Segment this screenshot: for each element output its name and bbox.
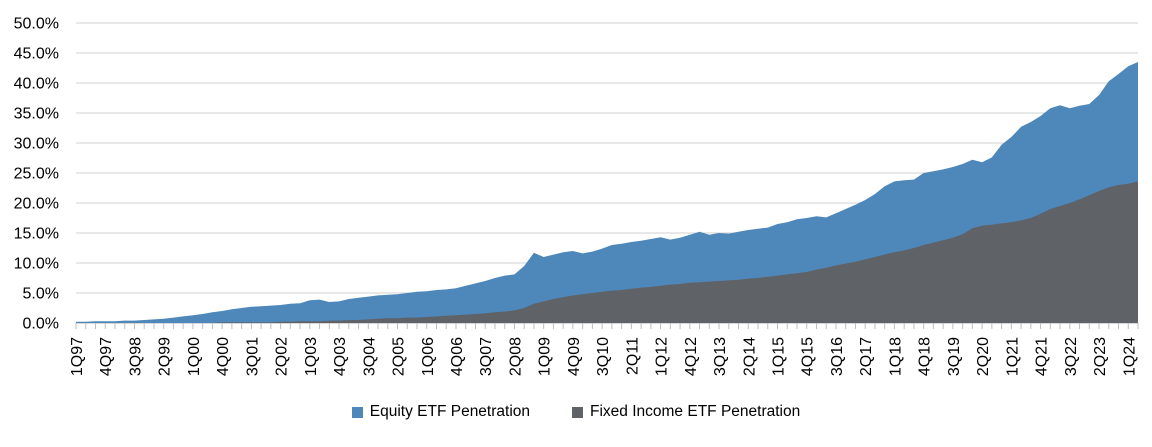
x-axis-tick-label: 1Q21 (1004, 337, 1021, 376)
equity-series-swatch-icon (351, 406, 363, 418)
y-axis-tick-label: 5.0% (23, 286, 59, 303)
y-axis-tick-label: 25.0% (14, 166, 59, 183)
x-axis-tick-label: 2Q02 (274, 337, 291, 376)
x-axis-tick-label: 1Q12 (654, 337, 671, 376)
x-axis-tick-label: 2Q08 (507, 337, 524, 376)
x-axis-tick-label: 4Q03 (332, 337, 349, 376)
x-axis-tick-label: 4Q00 (215, 337, 232, 376)
x-axis-tick-label: 3Q01 (244, 337, 261, 376)
y-axis-tick-label: 35.0% (14, 106, 59, 123)
x-axis-tick-label: 2Q99 (157, 337, 174, 376)
x-axis-tick-label: 4Q15 (800, 337, 817, 376)
x-axis-tick-label: 4Q18 (917, 337, 934, 376)
x-axis-tick-label: 4Q06 (449, 337, 466, 376)
x-axis-tick-label: 3Q07 (478, 337, 495, 376)
legend-item-fixed-income: Fixed Income ETF Penetration (572, 403, 800, 421)
x-axis-tick-label: 1Q97 (69, 337, 86, 376)
x-axis-tick-label: 4Q21 (1034, 337, 1051, 376)
x-axis-tick-label: 1Q24 (1121, 337, 1138, 376)
x-axis-tick-label: 3Q16 (829, 337, 846, 376)
x-axis-tick-label: 1Q18 (887, 337, 904, 376)
fixed-income-series-label: Fixed Income ETF Penetration (590, 403, 801, 420)
y-axis-tick-label: 0.0% (23, 316, 59, 333)
y-axis-tick-label: 15.0% (14, 226, 59, 243)
x-axis-tick-label: 2Q20 (975, 337, 992, 376)
x-axis-tick-label: 2Q05 (391, 337, 408, 376)
chart-plot-area: 0.0% 5.0% 10.0% 15.0% 20.0% 25.0% 30.0% 35.0% 40… (14, 16, 1139, 376)
x-axis-tick-label: 3Q22 (1063, 337, 1080, 376)
x-axis-tick-label: 1Q09 (537, 337, 554, 376)
x-axis-tick-label: 2Q11 (624, 337, 641, 375)
x-axis-tick-label: 3Q98 (127, 337, 144, 376)
x-axis-tick-label: 3Q10 (595, 337, 612, 376)
y-axis-tick-label: 30.0% (14, 136, 59, 153)
chart-legend: Equity ETF Penetration Fixed Income ETF … (0, 398, 1152, 426)
fixed-income-area-series (76, 181, 1138, 323)
x-axis-tick-label: 4Q12 (683, 337, 700, 376)
y-axis-tick-label: 40.0% (14, 76, 59, 93)
y-axis-tick-label: 45.0% (14, 46, 59, 63)
y-axis-tick-label: 50.0% (14, 16, 59, 33)
x-axis-tick-label: 1Q06 (420, 337, 437, 376)
x-axis-tick-label: 4Q09 (566, 337, 583, 376)
y-axis-tick-label: 20.0% (14, 196, 59, 213)
legend-item-equity: Equity ETF Penetration (351, 403, 531, 421)
x-axis-tick-label: 2Q14 (741, 337, 758, 376)
x-axis-tick-label: 4Q97 (98, 337, 115, 376)
x-axis-tick-label: 3Q13 (712, 337, 729, 376)
x-axis-tick-label: 1Q15 (771, 337, 788, 376)
x-axis-tick-label: 2Q17 (858, 337, 875, 376)
equity-series-label: Equity ETF Penetration (369, 403, 531, 420)
x-axis-tick-label: 1Q00 (186, 337, 203, 376)
x-axis-tick-label: 3Q04 (361, 337, 378, 376)
fixed-income-series-swatch-icon (572, 406, 584, 418)
y-axis-tick-label: 10.0% (14, 256, 59, 273)
x-axis-tick-label: 2Q23 (1092, 337, 1109, 376)
x-axis-tick-label: 3Q19 (946, 337, 963, 376)
x-axis-tick-label: 1Q03 (303, 337, 320, 376)
